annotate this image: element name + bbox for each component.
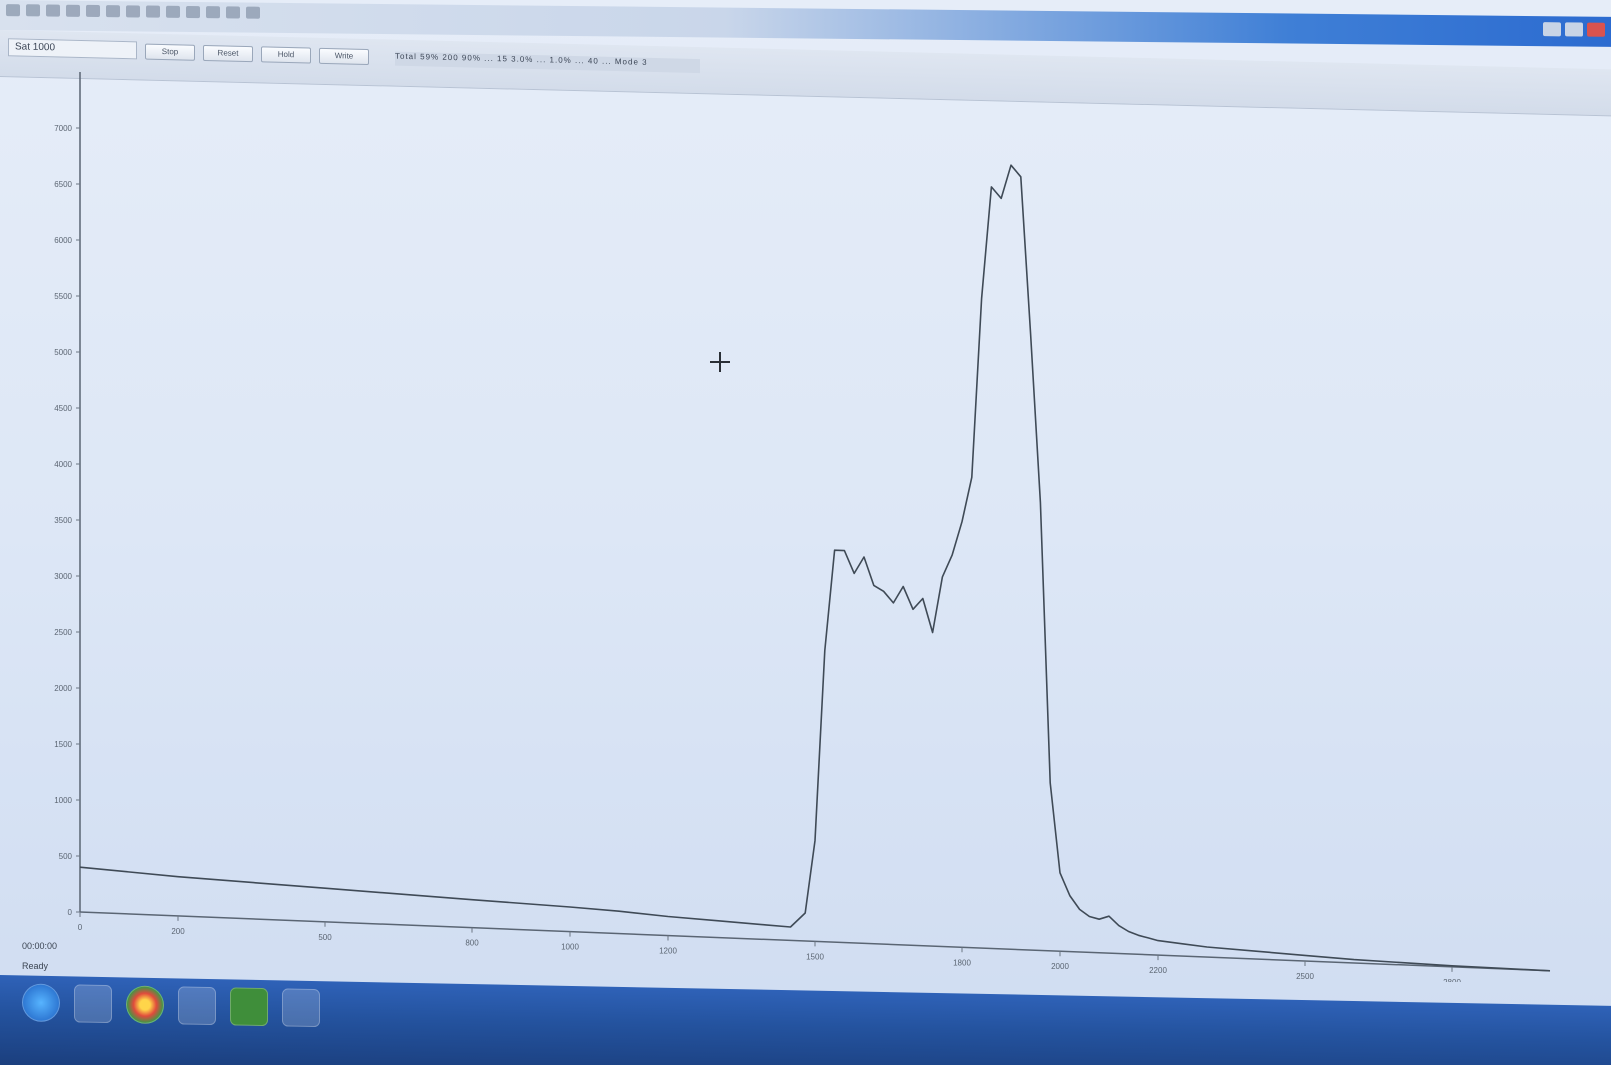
x-tick-label: 2500 xyxy=(1296,972,1314,981)
label-icon[interactable] xyxy=(206,6,220,19)
green-app-icon[interactable] xyxy=(230,987,268,1027)
folder-icon[interactable] xyxy=(178,986,216,1026)
save-icon[interactable] xyxy=(46,4,60,17)
crosshair-cursor-icon xyxy=(710,352,730,372)
x-tick-label: 500 xyxy=(318,933,332,942)
print-icon[interactable] xyxy=(66,4,80,17)
close-icon[interactable] xyxy=(1587,22,1605,37)
windows-start-icon[interactable] xyxy=(22,983,60,1023)
x-tick-label: 1000 xyxy=(561,943,579,952)
x-tick-label: 2000 xyxy=(1051,962,1069,971)
taskbar-icons xyxy=(22,983,320,1028)
y-tick-label: 7000 xyxy=(54,124,72,133)
measure-icon[interactable] xyxy=(166,5,180,18)
y-tick-label: 1500 xyxy=(54,740,72,749)
zoom-in-icon[interactable] xyxy=(106,5,120,18)
spectrum-chart: 7000650060005500500045004000350030002500… xyxy=(54,72,1551,982)
status-time: 00:00:00 xyxy=(22,941,58,951)
y-tick-label: 6500 xyxy=(54,180,72,189)
zoom-out-icon[interactable] xyxy=(126,5,140,18)
spectrum-series-line xyxy=(79,164,1551,972)
explorer-icon[interactable] xyxy=(74,984,112,1024)
y-tick-label: 6000 xyxy=(54,236,72,245)
maximize-icon[interactable] xyxy=(1565,22,1583,37)
status-text: Ready xyxy=(22,961,49,971)
help-icon[interactable] xyxy=(246,6,260,19)
x-tick-label: 0 xyxy=(78,923,83,932)
x-tick-label: 1200 xyxy=(659,947,677,956)
status-area: 00:00:00 Ready xyxy=(20,935,110,975)
y-tick-label: 3000 xyxy=(54,572,72,581)
toolbar-icons xyxy=(6,4,260,19)
y-tick-label: 5500 xyxy=(54,292,72,301)
y-tick-label: 3500 xyxy=(54,516,72,525)
y-tick-label: 2500 xyxy=(54,628,72,637)
y-tick-label: 4500 xyxy=(54,404,72,413)
x-tick-label: 1500 xyxy=(806,952,824,961)
y-tick-label: 4000 xyxy=(54,460,72,469)
x-tick-label: 800 xyxy=(465,939,479,948)
minimize-icon[interactable] xyxy=(1543,22,1561,37)
taskbar xyxy=(0,975,1611,1065)
x-tick-label: 1800 xyxy=(953,958,971,967)
new-icon[interactable] xyxy=(6,4,20,17)
y-tick-label: 1000 xyxy=(54,796,72,805)
window-app-icon[interactable] xyxy=(282,988,320,1028)
x-tick-label: 2800 xyxy=(1443,978,1461,982)
y-tick-label: 500 xyxy=(59,852,73,861)
y-tick-label: 0 xyxy=(68,908,73,917)
copy-icon[interactable] xyxy=(86,4,100,18)
settings-icon[interactable] xyxy=(226,6,240,19)
open-icon[interactable] xyxy=(26,4,40,17)
y-tick-label: 2000 xyxy=(54,684,72,693)
chrome-icon[interactable] xyxy=(126,985,164,1025)
x-tick-label: 200 xyxy=(171,927,185,936)
window-controls xyxy=(1543,22,1605,37)
cursor-icon[interactable] xyxy=(146,5,160,18)
x-tick-label: 2200 xyxy=(1149,966,1167,975)
spectrum-plot-area[interactable]: 7000 6500 6000 5500 5000 4500 4000 3500 3000 2500… xyxy=(20,52,1611,982)
peak-icon[interactable] xyxy=(186,5,200,19)
y-tick-label: 5000 xyxy=(54,348,72,357)
